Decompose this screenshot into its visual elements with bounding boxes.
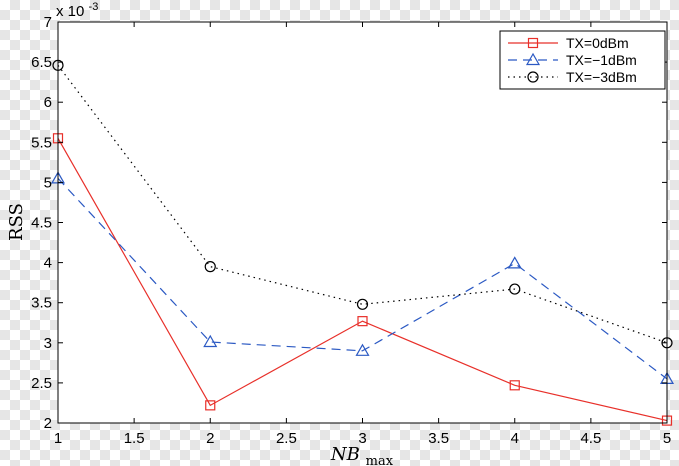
legend-entry: TX=0dBm	[508, 35, 629, 51]
y-tick-label: 3	[44, 335, 52, 352]
legend-label: TX=0dBm	[566, 35, 629, 51]
x-tick-label: 3.5	[428, 430, 449, 447]
data-point-triangle	[507, 256, 522, 269]
y-multiplier: x 10 -3	[56, 1, 98, 20]
data-point-square	[509, 380, 520, 391]
y-tick-label: 3.5	[31, 295, 52, 312]
legend-entry: TX=−3dBm	[508, 69, 637, 85]
y-tick-label: 5.5	[31, 134, 52, 151]
y-tick-label: 4	[44, 255, 52, 272]
series-line	[57, 64, 668, 344]
y-tick-label: 6	[44, 94, 52, 111]
ticks-layer: 1 1.5 2 2.5 3 3.5 4 4.5 5 2 2.5 3 3.5 4 4.5 5 5.5 6 6.5 7	[31, 14, 671, 447]
data-point-triangle	[525, 52, 541, 66]
series-line	[57, 177, 668, 380]
y-tick-label: 5	[44, 174, 52, 191]
data-point-square	[527, 37, 539, 49]
y-tick-label: 7	[44, 14, 52, 31]
y-tick-label: 6.5	[31, 54, 52, 71]
y-tick-label: 2	[44, 415, 52, 432]
y-axis-label: RSS	[6, 203, 27, 241]
legend-entry: TX=−1dBm	[508, 52, 637, 68]
x-axis-label: NB max	[330, 444, 394, 466]
data-point-circle	[204, 261, 216, 273]
x-tick-label: 4.5	[580, 430, 601, 447]
x-axis-label-main: NB	[330, 444, 360, 465]
data-point-triangle	[355, 343, 370, 356]
legend-label: TX=−1dBm	[566, 52, 637, 68]
legend-label: TX=−3dBm	[566, 69, 637, 85]
x-axis-label-subscript: max	[366, 454, 394, 466]
x-tick-label: 1.5	[124, 430, 145, 447]
x-tick-label: 1	[54, 430, 62, 447]
series-line	[57, 137, 668, 422]
data-point-square	[357, 316, 368, 327]
data-point-circle	[509, 283, 521, 295]
data-point-circle	[527, 71, 539, 83]
x-tick-label: 5	[663, 430, 671, 447]
y-multiplier-exponent: -3	[89, 1, 99, 13]
x-tick-label: 2	[206, 430, 214, 447]
y-multiplier-base: x 10	[56, 3, 84, 20]
data-point-square	[205, 400, 216, 411]
series-triangle	[50, 171, 675, 384]
x-tick-label: 3	[358, 430, 366, 447]
y-tick-label: 2.5	[31, 375, 52, 392]
x-tick-label: 4	[511, 430, 519, 447]
data-point-triangle	[203, 334, 218, 348]
y-tick-label: 4.5	[31, 215, 52, 232]
x-tick-label: 2.5	[276, 430, 297, 447]
data-point-circle	[356, 298, 369, 310]
